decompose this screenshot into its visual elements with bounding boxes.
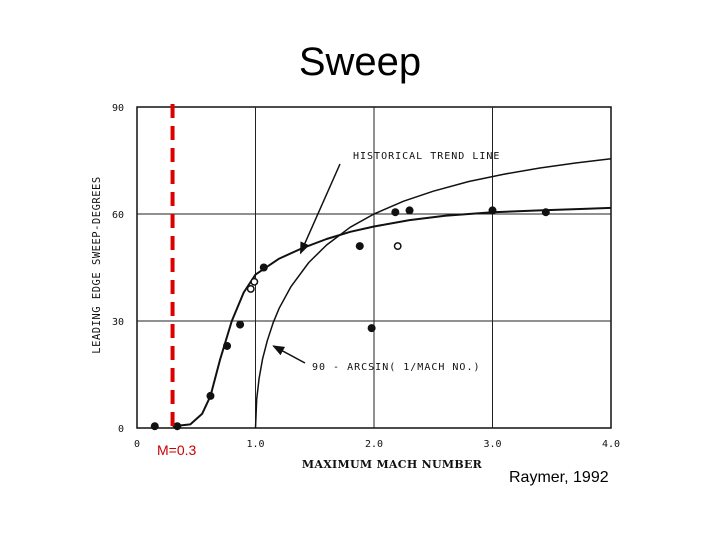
data-point-open: [393, 242, 402, 251]
data-point: [367, 324, 376, 333]
y-tick-label: 60: [112, 210, 124, 221]
data-point: [259, 263, 268, 272]
data-point: [150, 422, 159, 431]
data-point: [223, 341, 232, 350]
trend-line-arrow: [299, 163, 341, 255]
y-tick-label: 0: [118, 424, 124, 435]
annotation-layer: HISTORICAL TREND LINE 90 - ARCSIN( 1/MAC…: [272, 151, 500, 373]
data-point: [206, 391, 215, 400]
data-point: [405, 206, 414, 215]
trend-line-annotation: HISTORICAL TREND LINE: [353, 151, 500, 162]
x-tick-label: 1.0: [246, 439, 264, 450]
point-layer: [150, 206, 550, 431]
x-axis-label: MAXIMUM MACH NUMBER: [302, 458, 483, 471]
source-credit: Raymer, 1992: [509, 469, 609, 486]
data-point: [355, 242, 364, 251]
data-point: [391, 208, 400, 217]
data-point: [488, 206, 497, 215]
data-point: [173, 422, 182, 431]
x-tick-label: 4.0: [602, 439, 620, 450]
x-tick-label: 0: [134, 439, 140, 450]
arcsin-annotation: 90 - ARCSIN( 1/MACH NO.): [312, 362, 481, 373]
data-point: [541, 208, 550, 217]
x-tick-label: 3.0: [483, 439, 501, 450]
tick-layer: 0 1.0 2.0 3.0 4.0 0 30 60 90: [112, 103, 620, 450]
y-tick-label: 90: [112, 103, 124, 114]
data-point-open: [250, 277, 259, 286]
curve-layer: [172, 157, 612, 429]
y-axis-label: LEADING EDGE SWEEP-DEGREES: [91, 176, 103, 353]
data-point-open: [246, 284, 255, 293]
mach-reference-label: M=0.3: [157, 442, 197, 458]
x-tick-label: 2.0: [365, 439, 383, 450]
series-line-2: [254, 157, 612, 429]
arcsin-arrow: [272, 345, 306, 364]
series-line-1: [172, 206, 612, 428]
slide-title: Sweep: [298, 40, 422, 84]
y-tick-label: 30: [112, 317, 124, 328]
data-point: [236, 320, 245, 329]
